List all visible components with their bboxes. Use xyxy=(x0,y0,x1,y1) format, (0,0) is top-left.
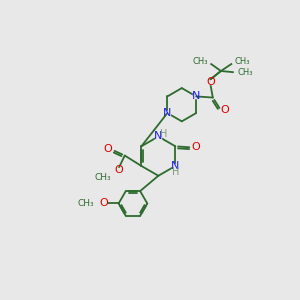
Bar xyxy=(164,111,170,115)
Bar xyxy=(222,108,227,112)
Bar xyxy=(105,146,110,151)
Text: CH₃: CH₃ xyxy=(237,68,253,77)
Text: O: O xyxy=(206,77,215,87)
Bar xyxy=(172,164,178,168)
Text: CH₃: CH₃ xyxy=(78,199,94,208)
Text: N: N xyxy=(163,108,172,118)
Bar xyxy=(101,201,106,206)
Text: O: O xyxy=(115,165,123,175)
Text: N: N xyxy=(154,131,163,142)
Bar xyxy=(193,94,199,98)
Text: N: N xyxy=(171,161,180,171)
Text: H: H xyxy=(172,167,179,177)
Text: CH₃: CH₃ xyxy=(234,57,250,66)
Bar xyxy=(208,80,213,84)
Text: N: N xyxy=(192,92,200,101)
Text: CH₃: CH₃ xyxy=(94,173,111,182)
Text: O: O xyxy=(191,142,200,152)
Bar xyxy=(116,168,122,172)
Bar xyxy=(193,146,198,149)
Text: O: O xyxy=(103,144,112,154)
Text: O: O xyxy=(220,105,229,115)
Text: O: O xyxy=(100,199,108,208)
Text: CH₃: CH₃ xyxy=(193,57,208,66)
Text: H: H xyxy=(160,129,167,139)
Bar xyxy=(155,134,161,139)
